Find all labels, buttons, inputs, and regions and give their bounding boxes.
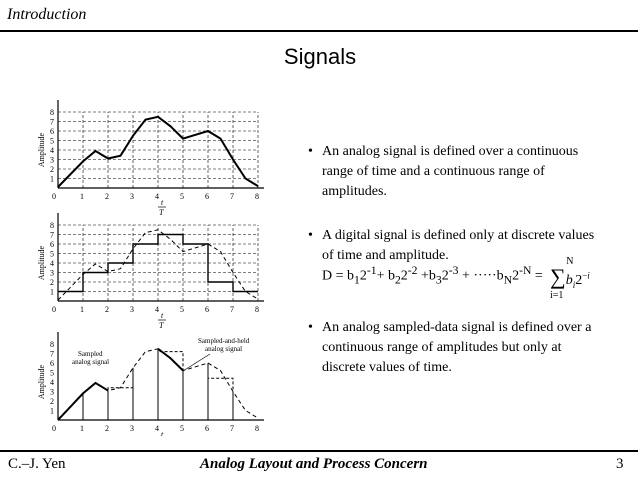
x-tick-label: 5 bbox=[180, 424, 184, 433]
x-tick-label: 6 bbox=[205, 305, 209, 314]
y-tick-label: 1 bbox=[50, 407, 54, 416]
bullet-text: An analog signal is defined over a conti… bbox=[322, 144, 579, 199]
y-tick-label: 6 bbox=[50, 240, 54, 249]
hold-pulse bbox=[157, 351, 184, 420]
sampled-data-signal-plot: 01234567812345678AmplitudetTSampledanalo… bbox=[37, 332, 264, 436]
x-tick-label: 1 bbox=[80, 424, 84, 433]
sampled-curve-segment bbox=[57, 381, 109, 421]
y-tick-label: 2 bbox=[50, 278, 54, 287]
sampled-curve-segment bbox=[157, 347, 184, 372]
x-tick-label: 8 bbox=[255, 305, 259, 314]
x-axis-label: t bbox=[161, 430, 164, 436]
digital-staircase bbox=[58, 233, 258, 293]
x-tick-label: 4 bbox=[155, 305, 159, 314]
y-tick-label: 6 bbox=[50, 127, 54, 136]
y-tick-label: 4 bbox=[50, 146, 54, 155]
x-tick-label: 1 bbox=[80, 305, 84, 314]
label-sampled-held: analog signal bbox=[205, 345, 242, 353]
y-tick-label: 3 bbox=[50, 388, 54, 397]
x-tick-label: 6 bbox=[205, 192, 209, 201]
x-tick-label: 0 bbox=[52, 305, 56, 314]
x-tick-label: 3 bbox=[130, 424, 134, 433]
y-tick-label: 8 bbox=[50, 340, 54, 349]
x-tick-label: 4 bbox=[155, 192, 159, 201]
y-tick-label: 5 bbox=[50, 369, 54, 378]
bullet-analog: • An analog signal is defined over a con… bbox=[308, 142, 598, 202]
x-tick-label: 7 bbox=[230, 424, 234, 433]
x-tick-label: 2 bbox=[105, 192, 109, 201]
analog-signal-curve bbox=[57, 115, 259, 188]
x-tick-label: 3 bbox=[130, 305, 134, 314]
label-sampled: Sampled bbox=[78, 350, 103, 358]
x-axis-label-den: T bbox=[159, 321, 164, 330]
x-tick-label: 5 bbox=[180, 192, 184, 201]
x-axis-label-den: T bbox=[159, 208, 164, 217]
bullet-mark: • bbox=[308, 320, 313, 335]
x-tick-label: 7 bbox=[230, 192, 234, 201]
x-tick-label: 0 bbox=[52, 424, 56, 433]
x-tick-label: 6 bbox=[205, 424, 209, 433]
bullet-mark: • bbox=[308, 228, 313, 243]
y-tick-label: 1 bbox=[50, 175, 54, 184]
footer-rule bbox=[0, 450, 638, 452]
footer-page-number: 3 bbox=[616, 456, 624, 472]
x-tick-label: 3 bbox=[130, 192, 134, 201]
y-tick-label: 1 bbox=[50, 288, 54, 297]
y-tick-label: 3 bbox=[50, 156, 54, 165]
x-tick-label: 1 bbox=[80, 192, 84, 201]
formula-line: D = b12-1+ b22-2 +b32-3 + ·····bN2-N = bbox=[322, 264, 543, 287]
x-tick-label: 2 bbox=[105, 424, 109, 433]
label-sampled: analog signal bbox=[72, 358, 109, 366]
footer-author: C.–J. Yen bbox=[8, 456, 66, 472]
section-title: Introduction bbox=[7, 6, 87, 23]
footer-course: Analog Layout and Process Concern bbox=[200, 456, 428, 472]
y-axis-label: Amplitude bbox=[37, 245, 46, 280]
bullet-digital: • A digital signal is defined only at di… bbox=[308, 226, 598, 266]
x-tick-label: 4 bbox=[155, 424, 159, 433]
header-rule bbox=[0, 30, 638, 32]
bullet-text: An analog sampled-data signal is defined… bbox=[322, 320, 592, 375]
y-axis-label: Amplitude bbox=[37, 364, 46, 399]
slide-title: Signals bbox=[283, 44, 357, 69]
y-tick-label: 3 bbox=[50, 269, 54, 278]
analog-signal-reference bbox=[57, 229, 259, 301]
label-sampled-held: Sampled-and-held bbox=[198, 337, 250, 345]
x-tick-label: 8 bbox=[255, 424, 259, 433]
sum-lower: i=1 bbox=[550, 289, 564, 301]
y-tick-label: 4 bbox=[50, 259, 54, 268]
x-tick-label: 8 bbox=[255, 192, 259, 201]
y-tick-label: 2 bbox=[50, 397, 54, 406]
bullet-text: A digital signal is defined only at disc… bbox=[322, 228, 595, 263]
label-pointer bbox=[182, 353, 211, 372]
bullet-sampled: • An analog sampled-data signal is defin… bbox=[308, 318, 598, 378]
x-tick-label: 5 bbox=[180, 305, 184, 314]
y-tick-label: 5 bbox=[50, 250, 54, 259]
bullet-mark: • bbox=[308, 144, 313, 159]
y-tick-label: 8 bbox=[50, 108, 54, 117]
x-tick-label: 7 bbox=[230, 305, 234, 314]
hold-pulse bbox=[107, 387, 134, 420]
y-tick-label: 2 bbox=[50, 165, 54, 174]
x-tick-label: 2 bbox=[105, 305, 109, 314]
sum-upper: N bbox=[566, 256, 574, 267]
x-tick-label: 0 bbox=[52, 192, 56, 201]
y-tick-label: 7 bbox=[50, 118, 54, 127]
y-tick-label: 5 bbox=[50, 137, 54, 146]
y-axis-label: Amplitude bbox=[37, 132, 46, 167]
x-axis-label: t bbox=[161, 311, 164, 320]
formula-lhs: D = b bbox=[322, 268, 355, 284]
x-axis-label: t bbox=[161, 198, 164, 207]
y-tick-label: 7 bbox=[50, 350, 54, 359]
y-tick-label: 4 bbox=[50, 378, 54, 387]
summation: N ∑bi2−i i=1 bbox=[550, 256, 590, 301]
y-tick-label: 7 bbox=[50, 231, 54, 240]
y-tick-label: 6 bbox=[50, 359, 54, 368]
y-tick-label: 8 bbox=[50, 221, 54, 230]
slide-header: Introduction bbox=[0, 0, 638, 30]
